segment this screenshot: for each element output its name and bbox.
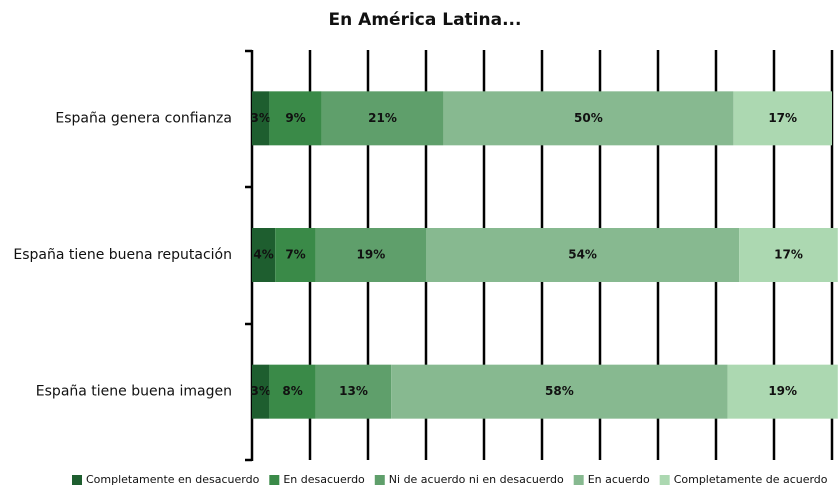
legend-swatch — [659, 475, 670, 485]
legend-swatch — [374, 475, 385, 485]
chart-title: En América Latina... — [329, 10, 522, 30]
bar-segment — [269, 91, 322, 146]
y-tick-label: España genera confianza — [55, 110, 232, 126]
bar-segment — [321, 91, 444, 146]
data-label: 19% — [357, 248, 386, 262]
legend-label: Completamente en desacuerdo — [86, 473, 260, 486]
y-tick-label: España tiene buena imagen — [36, 384, 232, 400]
bar-segment — [426, 228, 740, 282]
bar-segment — [733, 91, 832, 146]
data-label: 7% — [285, 248, 305, 262]
bar-segment — [727, 364, 838, 419]
data-label: 54% — [568, 248, 597, 262]
legend-label: Completamente de acuerdo — [674, 473, 828, 486]
data-label: 3% — [251, 384, 271, 398]
legend-label: En desacuerdo — [283, 473, 365, 486]
data-label: 58% — [545, 384, 574, 398]
legend-swatch — [573, 475, 584, 485]
bar-segment — [739, 228, 838, 282]
bar-segment — [315, 228, 426, 282]
data-label: 17% — [774, 248, 803, 262]
data-label: 4% — [253, 248, 273, 262]
data-label: 13% — [339, 384, 368, 398]
legend-swatch — [269, 475, 280, 485]
data-label: 8% — [282, 384, 302, 398]
data-label: 3% — [251, 111, 271, 125]
legend-label: Ni de acuerdo ni en desacuerdo — [389, 473, 564, 486]
bar-segment — [315, 364, 392, 419]
data-label: 17% — [768, 111, 797, 125]
bar-segment — [252, 364, 270, 419]
data-label: 50% — [574, 111, 603, 125]
y-tick-label: España tiene buena reputación — [13, 247, 232, 263]
bar-segment — [269, 364, 316, 419]
bar-segment — [391, 364, 728, 419]
data-label: 21% — [368, 111, 397, 125]
legend-swatch — [72, 475, 82, 485]
data-label: 19% — [768, 384, 797, 398]
bar-segment — [252, 228, 276, 282]
bar-segment — [443, 91, 734, 146]
legend-label: En acuerdo — [588, 473, 650, 486]
bar-segment — [252, 91, 270, 146]
bar-segment — [275, 228, 316, 282]
data-label: 9% — [285, 111, 305, 125]
